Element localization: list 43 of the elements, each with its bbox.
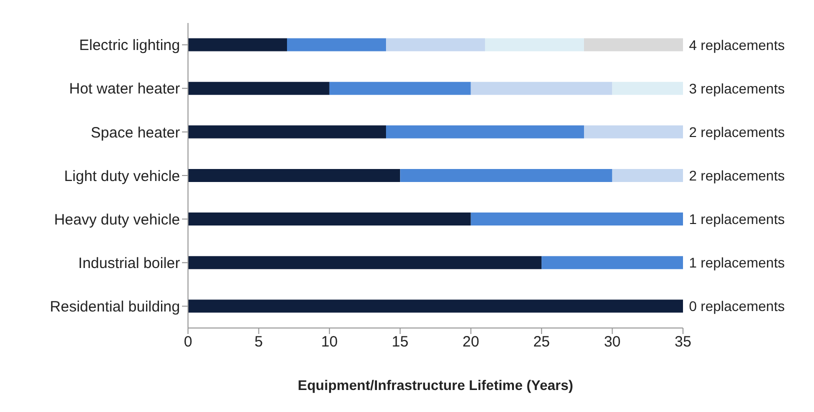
y-tick-label: Industrial boiler — [78, 254, 180, 272]
x-tick-label: 0 — [184, 334, 192, 351]
text: 1 replacements — [689, 254, 785, 271]
y-tick-label: Electric lighting — [79, 37, 180, 54]
bar — [584, 125, 683, 138]
bar — [612, 168, 683, 182]
bar — [188, 300, 683, 313]
x-tick-label: 10 — [321, 334, 338, 351]
bar — [188, 168, 400, 182]
bar — [188, 82, 330, 95]
text: 2 replacements — [689, 167, 785, 184]
y-tick-label: Hot water heater — [69, 80, 180, 98]
y-tick-label: Light duty vehicle — [64, 168, 180, 185]
x-tick-label: 20 — [462, 334, 480, 351]
text: 4 replacements — [689, 36, 785, 53]
bar — [542, 256, 683, 270]
x-tick-label: 30 — [604, 334, 621, 351]
bar — [188, 256, 542, 270]
bar — [188, 125, 386, 138]
bar — [386, 38, 485, 52]
bar — [287, 38, 386, 52]
bar — [386, 125, 584, 138]
bar — [584, 38, 683, 52]
x-tick-label: 35 — [674, 334, 692, 351]
y-tick-label: Heavy duty vehicle — [54, 211, 180, 228]
y-tick-label: Residential building — [50, 298, 180, 316]
bar — [188, 212, 471, 226]
x-tick-label: 15 — [392, 334, 408, 351]
text: 1 replacements — [689, 211, 785, 228]
x-tick-label: 5 — [254, 334, 263, 351]
bar — [612, 82, 683, 95]
bar — [188, 38, 287, 52]
bar — [485, 38, 584, 52]
bar — [329, 82, 471, 95]
bar — [470, 82, 612, 95]
y-tick-label: Space heater — [90, 124, 180, 142]
text: 2 replacements — [689, 124, 785, 140]
bar — [470, 212, 683, 226]
text: 0 replacements — [689, 298, 785, 314]
x-axis-title: Equipment/Infrastructure Lifetime (Years) — [298, 377, 574, 393]
x-tick-label: 25 — [533, 334, 550, 351]
bar — [400, 168, 612, 182]
text: 3 replacements — [689, 80, 785, 96]
